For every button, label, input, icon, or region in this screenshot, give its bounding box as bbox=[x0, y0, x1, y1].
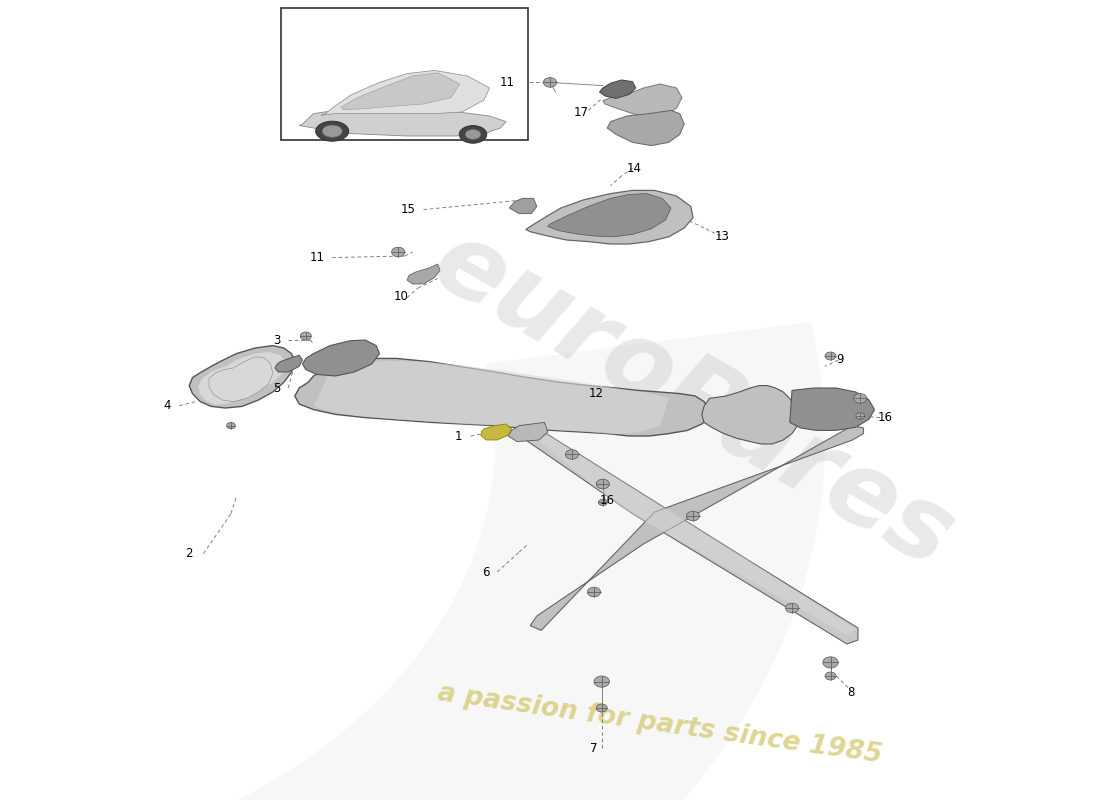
Text: 1: 1 bbox=[454, 430, 462, 442]
Polygon shape bbox=[508, 422, 548, 442]
Polygon shape bbox=[209, 357, 273, 402]
Circle shape bbox=[543, 78, 557, 87]
Text: 4: 4 bbox=[163, 399, 170, 412]
Circle shape bbox=[598, 499, 607, 506]
Text: 15: 15 bbox=[400, 203, 416, 216]
FancyBboxPatch shape bbox=[280, 8, 528, 140]
Circle shape bbox=[856, 413, 865, 419]
Polygon shape bbox=[530, 426, 864, 630]
Polygon shape bbox=[481, 424, 512, 440]
Circle shape bbox=[825, 672, 836, 680]
Polygon shape bbox=[275, 355, 302, 372]
Text: 17: 17 bbox=[573, 106, 588, 118]
Polygon shape bbox=[600, 80, 636, 98]
Text: 12: 12 bbox=[588, 387, 604, 400]
Polygon shape bbox=[321, 70, 490, 115]
Polygon shape bbox=[509, 198, 537, 214]
Text: 11: 11 bbox=[309, 251, 324, 264]
Text: 2: 2 bbox=[185, 547, 192, 560]
Text: a passion for parts since 1985: a passion for parts since 1985 bbox=[436, 680, 884, 768]
Circle shape bbox=[686, 511, 700, 521]
Polygon shape bbox=[295, 358, 710, 436]
Polygon shape bbox=[302, 340, 379, 376]
Circle shape bbox=[227, 422, 235, 429]
Polygon shape bbox=[790, 388, 874, 430]
Ellipse shape bbox=[465, 130, 481, 139]
Text: 9: 9 bbox=[836, 354, 844, 366]
Polygon shape bbox=[702, 386, 798, 444]
Polygon shape bbox=[524, 430, 858, 644]
Polygon shape bbox=[198, 352, 286, 405]
Polygon shape bbox=[603, 84, 682, 118]
Circle shape bbox=[565, 450, 579, 459]
Text: 8: 8 bbox=[847, 686, 855, 698]
Polygon shape bbox=[0, 322, 825, 800]
Text: 7: 7 bbox=[591, 742, 597, 754]
Circle shape bbox=[854, 394, 867, 403]
Polygon shape bbox=[607, 110, 684, 146]
Text: 16: 16 bbox=[878, 411, 893, 424]
Circle shape bbox=[392, 247, 405, 257]
Polygon shape bbox=[341, 73, 460, 110]
Circle shape bbox=[300, 332, 311, 340]
Circle shape bbox=[596, 704, 607, 712]
Circle shape bbox=[823, 657, 838, 668]
Text: 11: 11 bbox=[499, 76, 515, 89]
Text: 10: 10 bbox=[394, 290, 409, 302]
Polygon shape bbox=[407, 264, 440, 284]
Polygon shape bbox=[314, 361, 669, 434]
Polygon shape bbox=[189, 346, 295, 408]
Circle shape bbox=[825, 352, 836, 360]
Ellipse shape bbox=[460, 126, 486, 143]
Text: 16: 16 bbox=[600, 494, 615, 506]
Circle shape bbox=[785, 603, 799, 613]
Circle shape bbox=[587, 587, 601, 597]
Polygon shape bbox=[528, 430, 856, 635]
Polygon shape bbox=[548, 194, 671, 237]
Text: euroPares: euroPares bbox=[415, 210, 971, 590]
Text: 3: 3 bbox=[273, 334, 280, 346]
Polygon shape bbox=[526, 190, 693, 244]
Text: 13: 13 bbox=[715, 230, 730, 242]
Circle shape bbox=[594, 676, 609, 687]
Ellipse shape bbox=[316, 122, 349, 141]
Text: 5: 5 bbox=[273, 382, 280, 394]
Circle shape bbox=[596, 479, 609, 489]
Ellipse shape bbox=[322, 126, 342, 138]
Polygon shape bbox=[299, 108, 506, 136]
Text: 14: 14 bbox=[627, 162, 642, 174]
Text: 6: 6 bbox=[482, 566, 490, 578]
